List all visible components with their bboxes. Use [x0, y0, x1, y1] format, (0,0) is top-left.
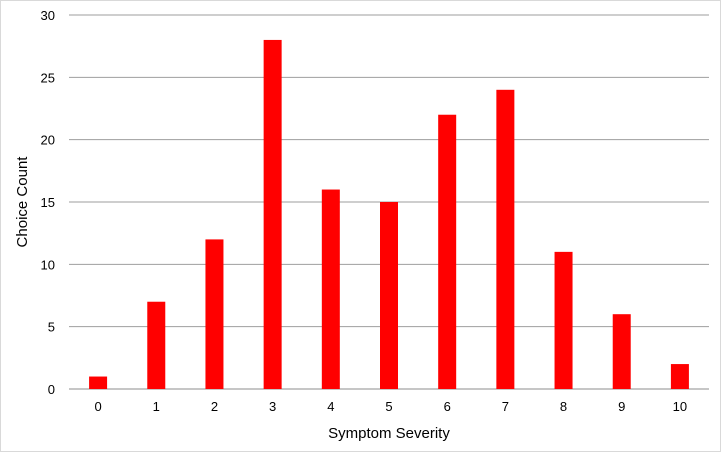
- x-tick-labels: 0 1 2 3 4 5 6 7 8 9 10: [94, 399, 687, 414]
- y-tick-label: 10: [41, 257, 55, 272]
- x-axis-title: Symptom Severity: [328, 425, 450, 442]
- x-tick-label: 5: [385, 399, 392, 414]
- bar-7: [496, 89, 515, 390]
- bar-5: [380, 202, 398, 389]
- y-tick-label: 0: [48, 382, 55, 397]
- bars: [89, 39, 689, 390]
- bar-3: [263, 39, 282, 389]
- y-tick-label: 5: [48, 320, 55, 335]
- y-tick-label: 30: [41, 8, 55, 23]
- x-tick-label: 2: [211, 399, 218, 414]
- bar-2: [205, 239, 224, 389]
- y-axis-title: Choice Count: [14, 156, 31, 248]
- y-tick-label: 15: [41, 195, 55, 210]
- x-tick-label: 1: [153, 399, 160, 414]
- y-tick-label: 25: [41, 70, 55, 85]
- x-tick-label: 8: [560, 399, 567, 414]
- bar-4: [321, 189, 340, 389]
- bar-6: [438, 114, 457, 389]
- x-tick-label: 0: [94, 399, 101, 414]
- x-tick-label: 3: [269, 399, 276, 414]
- bar-0: [89, 376, 108, 389]
- x-tick-label: 4: [327, 399, 334, 414]
- bar-9: [612, 314, 631, 389]
- x-tick-label: 10: [673, 399, 687, 414]
- bar-8: [554, 251, 573, 389]
- x-tick-label: 7: [502, 399, 509, 414]
- y-tick-label: 20: [41, 133, 55, 148]
- x-tick-label: 6: [444, 399, 451, 414]
- x-tick-label: 9: [618, 399, 625, 414]
- bar-10: [670, 364, 689, 389]
- y-tick-labels: 0 5 10 15 20 25 30: [41, 8, 55, 397]
- bar-1: [147, 301, 166, 389]
